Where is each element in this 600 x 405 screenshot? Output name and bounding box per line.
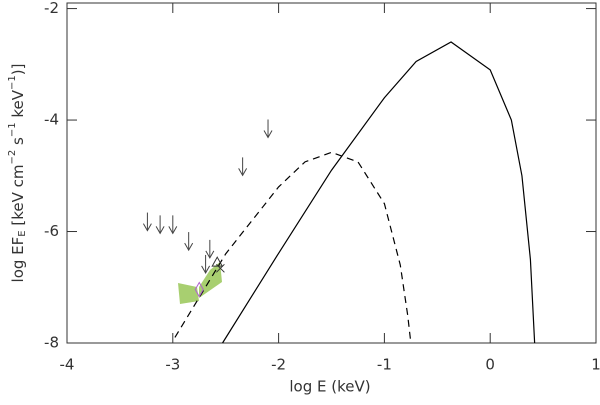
data-point [194,281,204,298]
upper-limit [205,239,215,259]
y-axis-label: log EFE [keV cm−2 s−1 keV−1)] [7,64,28,283]
x-tick-label: 1 [591,356,600,374]
x-tick-label: -1 [377,356,392,374]
arrow-head [238,168,248,177]
upper-limit [263,119,273,139]
x-tick-label: -4 [60,356,75,374]
y-label-part: s [9,137,27,150]
y-label-part: −2 [7,150,18,165]
upper-limit [142,212,152,232]
x-axis-label: log E (keV) [289,378,370,396]
arrow-head [155,226,165,235]
upper-limit [184,232,194,252]
bowtie-left [178,283,199,304]
arrow-head [168,226,178,235]
arrow-head [263,130,273,139]
y-label-part: keV [9,89,27,122]
y-tick-label: -6 [44,222,59,240]
model-curve [174,151,412,344]
y-label-part: )] [9,64,27,76]
y-label-part: E [17,230,28,236]
model-curve [222,41,536,344]
bowtie-right [199,262,222,298]
upper-limit [238,157,248,177]
x-tick-label: 0 [485,356,495,374]
arrow-head [201,265,211,274]
x-tick-label: -3 [165,356,180,374]
data-point [211,256,224,267]
upper-limit [155,215,165,235]
data-point [216,263,225,273]
upper-limit [168,215,178,235]
y-tick-label: -4 [44,111,59,129]
y-label-part: −1 [7,75,18,90]
arrow-head [184,242,194,252]
arrow-head [142,223,152,232]
arrow-head [205,250,215,259]
plot-frame [66,2,597,344]
upper-limit [201,254,211,274]
y-label-part: −1 [7,122,18,137]
y-label-part: log EF [9,237,27,283]
y-tick-label: -2 [44,0,59,17]
y-label-part: [keV cm [9,165,27,231]
y-tick-label: -8 [44,334,59,352]
x-tick-label: -2 [271,356,286,374]
